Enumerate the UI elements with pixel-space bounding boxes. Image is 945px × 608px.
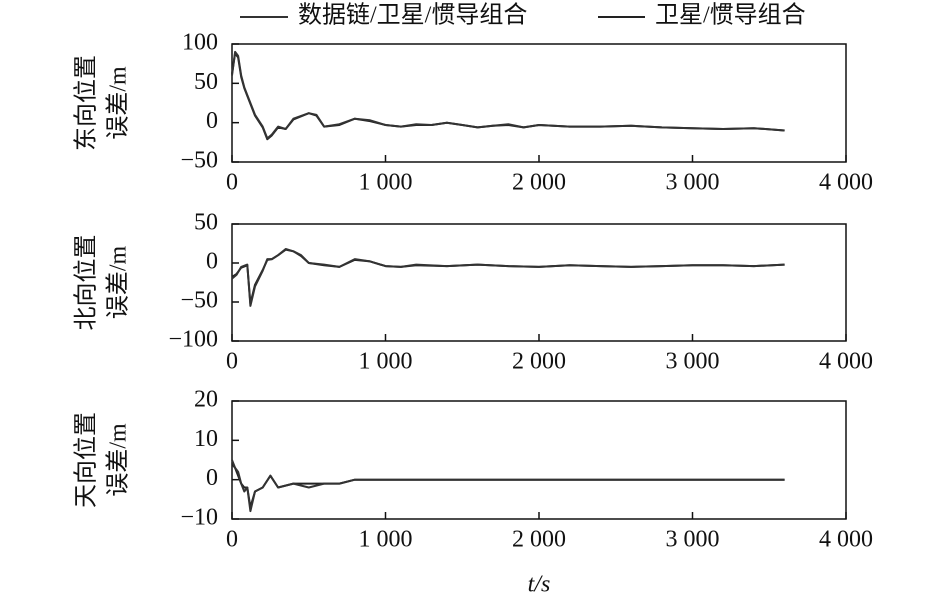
y-tick-label: 50 [194, 210, 218, 236]
x-tick-label: 1 000 [359, 170, 413, 196]
y-tick-label: 10 [194, 426, 218, 452]
y-axis-label: 误差/m [105, 246, 132, 320]
y-axis-label: 北向位置 [73, 235, 100, 331]
y-tick-label: −100 [168, 327, 218, 353]
series-line [231, 50, 785, 140]
x-tick-label: 1 000 [359, 527, 413, 553]
legend-label: 数据链/卫星/惯导组合 [298, 2, 527, 29]
x-tick-label: 4 000 [819, 527, 873, 553]
x-tick-label: 3 000 [666, 349, 720, 375]
x-axis-label: t/s [528, 572, 551, 598]
x-tick-label: 4 000 [819, 170, 873, 196]
x-tick-label: 1 000 [359, 349, 413, 375]
series-line [231, 248, 785, 305]
y-tick-label: 50 [194, 69, 218, 95]
x-tick-label: 2 000 [512, 170, 566, 196]
x-tick-label: 2 000 [512, 349, 566, 375]
x-tick-label: 0 [226, 170, 238, 196]
x-tick-label: 3 000 [666, 527, 720, 553]
y-tick-label: 0 [206, 108, 218, 134]
y-axis-label: 误差/m [105, 66, 132, 140]
y-tick-label: 0 [206, 249, 218, 275]
y-axis-label: 东向位置 [73, 55, 100, 151]
y-tick-label: 100 [182, 30, 218, 56]
series-line [231, 248, 785, 307]
y-tick-label: −50 [180, 148, 218, 174]
series-line [231, 459, 785, 513]
x-tick-label: 0 [226, 527, 238, 553]
y-tick-label: 0 [206, 465, 218, 491]
axis-box [231, 400, 847, 520]
legend-label: 卫星/惯导组合 [655, 2, 806, 29]
x-tick-label: 0 [226, 349, 238, 375]
x-tick-label: 2 000 [512, 527, 566, 553]
y-axis-label: 天向位置 [73, 412, 100, 508]
y-tick-label: −10 [180, 505, 218, 531]
x-tick-label: 4 000 [819, 349, 873, 375]
y-tick-label: −50 [180, 288, 218, 314]
axis-box [231, 43, 847, 163]
y-tick-label: 20 [194, 387, 218, 413]
x-tick-label: 3 000 [666, 170, 720, 196]
series-line [231, 52, 785, 141]
y-axis-label: 误差/m [105, 423, 132, 497]
axis-box [231, 223, 847, 342]
